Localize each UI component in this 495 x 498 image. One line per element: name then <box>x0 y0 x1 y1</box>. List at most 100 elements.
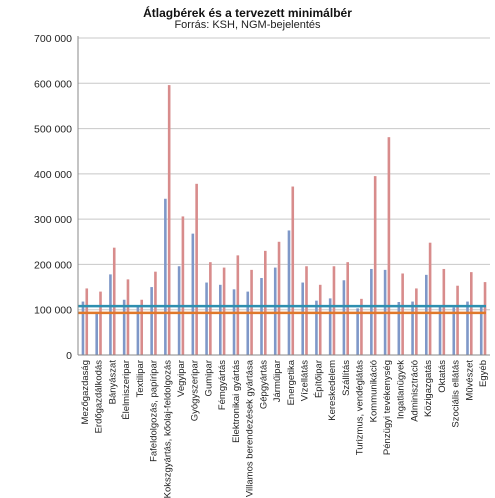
bar-series-1 <box>438 306 442 355</box>
bar-series-1 <box>356 308 359 355</box>
bar-series-2 <box>126 279 130 355</box>
x-tick-label: Kokszgyártás, kőolaj-feldolgozás <box>162 360 173 498</box>
x-tick-label: Közigazgatás <box>423 360 434 417</box>
bar-series-2 <box>483 282 487 355</box>
bar-series-2 <box>264 250 267 355</box>
x-tick-label: Ingatlanügyek <box>396 360 407 419</box>
bar-series-2 <box>167 85 171 356</box>
bar-series-2 <box>305 266 308 355</box>
x-tick-label: Gumipar <box>203 360 214 396</box>
x-tick-label: Szállítás <box>341 360 352 396</box>
bar-series-1 <box>122 299 126 355</box>
bar-series-2 <box>291 186 295 355</box>
bar-series-1 <box>273 267 277 355</box>
x-tick-label: Vegyipar <box>176 360 187 397</box>
bar-series-1 <box>177 266 181 355</box>
y-tick-label: 500 000 <box>34 124 72 136</box>
bar-series-2 <box>222 267 226 355</box>
x-tick-label: Textilipar <box>135 360 146 398</box>
bar-series-2 <box>99 291 102 355</box>
y-axis-ticks: 0 100 000 200 000 300 000 400 000 500 000 600 … <box>34 33 72 362</box>
x-tick-label: Élelmiszeripar <box>121 360 132 420</box>
x-axis-ticks: Mezőgazdaság Erdőgazdálkodás Bányászat Élel… <box>80 359 489 498</box>
x-tick-label: Gépgyártás <box>258 360 269 409</box>
bar-series-2 <box>456 285 459 355</box>
bar-series-1 <box>425 274 428 355</box>
x-tick-label: Turizmus, vendéglátás <box>355 360 366 455</box>
bar-series-1 <box>411 301 414 355</box>
bar-series-2 <box>277 241 281 355</box>
bar-series-1 <box>397 302 401 355</box>
bar-series-1 <box>191 233 195 355</box>
bar-series-2 <box>428 242 432 355</box>
bar-series-1 <box>466 301 469 355</box>
x-tick-label: Fémgyártás <box>217 360 228 410</box>
bars <box>81 85 487 356</box>
x-tick-label: Járműipar <box>272 360 283 402</box>
bar-series-2 <box>415 288 418 355</box>
bar-series-1 <box>109 274 112 355</box>
x-tick-label: Fafeldolgozás, papíripar <box>149 360 160 462</box>
y-tick-label: 400 000 <box>34 169 72 181</box>
bar-series-1 <box>205 282 208 355</box>
x-tick-label: Bányászat <box>107 360 118 405</box>
y-tick-label: 700 000 <box>34 33 72 45</box>
bar-series-2 <box>387 137 391 355</box>
x-tick-label: Villamos berendezések gyártása <box>245 359 256 497</box>
x-tick-label: Pénzügyi tevékenység <box>382 360 393 455</box>
gridlines <box>78 37 490 356</box>
bar-series-2 <box>195 183 198 355</box>
bar-series-1 <box>164 198 167 355</box>
bar-series-2 <box>112 247 116 355</box>
bar-series-1 <box>232 289 236 355</box>
x-tick-label: Szociális ellátás <box>451 360 462 428</box>
chart-title: Átlagbérek és a tervezett minimálbér <box>143 6 352 20</box>
bar-series-2 <box>85 288 89 355</box>
x-tick-label: Energetika <box>286 359 297 405</box>
x-tick-label: Művészet <box>464 360 475 401</box>
bar-series-1 <box>246 291 250 355</box>
x-tick-label: Mezőgazdaság <box>80 360 91 424</box>
bar-series-1 <box>315 300 318 355</box>
bar-series-1 <box>479 306 483 355</box>
x-tick-label: Erdőgazdálkodás <box>94 360 105 434</box>
reference-lines <box>78 304 486 315</box>
x-tick-label: Vízellátás <box>300 360 311 401</box>
y-tick-label: 0 <box>66 350 72 362</box>
bar-series-1 <box>301 282 304 355</box>
bar-series-1 <box>136 306 140 355</box>
y-tick-label: 600 000 <box>34 78 72 90</box>
x-tick-label: Gyógyszeripar <box>190 360 201 421</box>
x-tick-label: Adminisztráció <box>409 360 420 422</box>
x-tick-label: Elektronikai gyártás <box>231 360 242 443</box>
bar-series-1 <box>287 230 291 355</box>
bar-series-2 <box>140 299 143 355</box>
y-tick-label: 200 000 <box>34 259 72 271</box>
chart-subtitle: Forrás: KSH, NGM-bejelentés <box>174 19 321 31</box>
bar-series-2 <box>373 176 377 355</box>
y-tick-label: 100 000 <box>34 305 72 317</box>
x-tick-label: Oktatás <box>437 360 448 393</box>
bar-series-1 <box>260 278 263 355</box>
bar-series-1 <box>452 307 456 355</box>
bar-series-2 <box>181 216 185 355</box>
bar-series-1 <box>95 311 98 355</box>
bar-series-2 <box>332 266 336 355</box>
y-tick-label: 300 000 <box>34 214 72 226</box>
bar-series-2 <box>401 273 404 355</box>
bar-series-1 <box>81 301 85 355</box>
x-tick-label: Egyéb <box>478 360 489 387</box>
x-tick-label: Kommunikáció <box>368 360 379 422</box>
axes <box>77 36 490 356</box>
x-tick-label: Kereskedelem <box>327 360 338 421</box>
bar-series-1 <box>219 284 222 355</box>
bar-series-2 <box>360 298 363 355</box>
x-tick-label: Építőipar <box>313 360 324 398</box>
bar-series-2 <box>318 284 322 355</box>
bar-series-1 <box>328 298 332 355</box>
bar-series-2 <box>209 262 212 355</box>
bar-series-2 <box>346 262 349 355</box>
bar-series-1 <box>150 287 153 355</box>
bar-series-1 <box>342 280 346 355</box>
